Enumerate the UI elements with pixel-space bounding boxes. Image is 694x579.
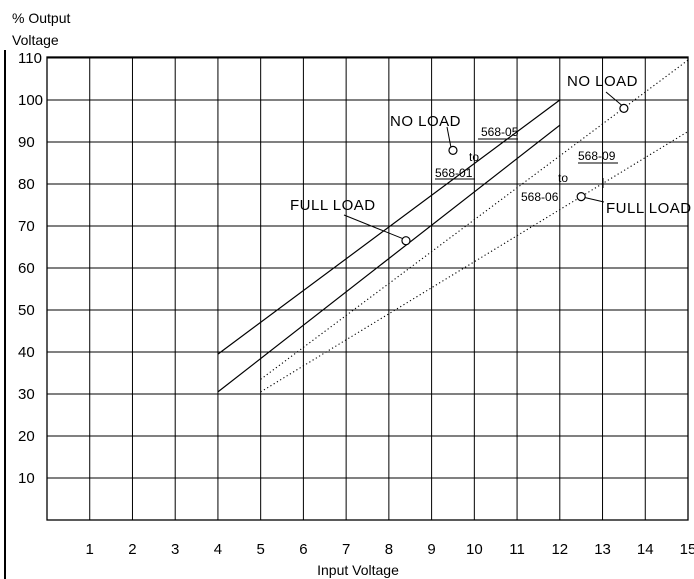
y-tick-label: 40: [18, 344, 35, 361]
annotation-leader: [585, 197, 605, 203]
x-tick-label: 9: [427, 541, 435, 558]
y-tick-label: 110: [18, 50, 42, 67]
series-lines: [217, 59, 689, 393]
y-tick-label: 10: [18, 470, 35, 487]
y-axis-label-line1: % Output: [12, 10, 70, 26]
y-tick-label: 70: [18, 218, 35, 235]
x-tick-label: 12: [551, 541, 568, 558]
x-tick-label: 15: [680, 541, 694, 558]
annotation-leader: [343, 214, 404, 240]
annotation-no-load-left: NO LOAD: [390, 113, 461, 130]
x-tick-label: 13: [594, 541, 611, 558]
range-b-bottom-label: 568-06: [521, 190, 559, 204]
range-b-to-label: to: [558, 171, 568, 185]
series-line: [217, 99, 561, 355]
y-tick-label: 20: [18, 428, 35, 445]
series-line: [217, 124, 561, 393]
annotation-leader: [605, 91, 623, 106]
x-tick-label: 3: [171, 541, 179, 558]
marker-circle: [576, 192, 586, 202]
series-line: [260, 59, 689, 380]
y-tick-label: 30: [18, 386, 35, 403]
y-tick-label: 80: [18, 176, 35, 193]
annotation-full-load-right: FULL LOAD: [606, 200, 692, 217]
x-tick-label: 2: [128, 541, 136, 558]
annotation-no-load-right: NO LOAD: [567, 73, 638, 90]
annotation-full-load-left: FULL LOAD: [290, 197, 376, 214]
y-axis-label-line2: Voltage: [12, 32, 59, 48]
y-tick-label: 60: [18, 260, 35, 277]
range-a-top-label: 568-05: [481, 125, 519, 139]
marker-circle: [448, 145, 458, 155]
y-tick-label: 100: [18, 92, 43, 109]
x-tick-label: 14: [637, 541, 654, 558]
range-b-top-label: 568-09: [578, 149, 616, 163]
x-tick-label: 10: [466, 541, 483, 558]
marker-circle: [619, 103, 629, 114]
x-tick-label: 7: [342, 541, 350, 558]
x-tick-label: 5: [256, 541, 264, 558]
range-a-to-label: to: [469, 150, 479, 164]
range-a-bottom-label: 568-01: [435, 166, 473, 180]
y-tick-label: 50: [18, 302, 35, 319]
x-tick-label: 6: [299, 541, 307, 558]
x-axis-label: Input Voltage: [317, 562, 399, 578]
leader-lines: [343, 91, 623, 240]
x-tick-label: 4: [214, 541, 222, 558]
plot-frame: [46, 56, 689, 521]
annotation-leader: [446, 126, 452, 148]
tick-labels: 1 2 3 4 5 6 7 8 9 10 11 12 13 14 151020304050607080901…: [18, 50, 694, 558]
x-tick-label: 8: [385, 541, 393, 558]
y-tick-label: 90: [18, 134, 35, 151]
grid: [4, 50, 689, 579]
markers: [401, 103, 629, 246]
x-tick-label: 1: [86, 541, 94, 558]
x-tick-label: 11: [509, 541, 525, 558]
marker-circle: [401, 236, 411, 246]
